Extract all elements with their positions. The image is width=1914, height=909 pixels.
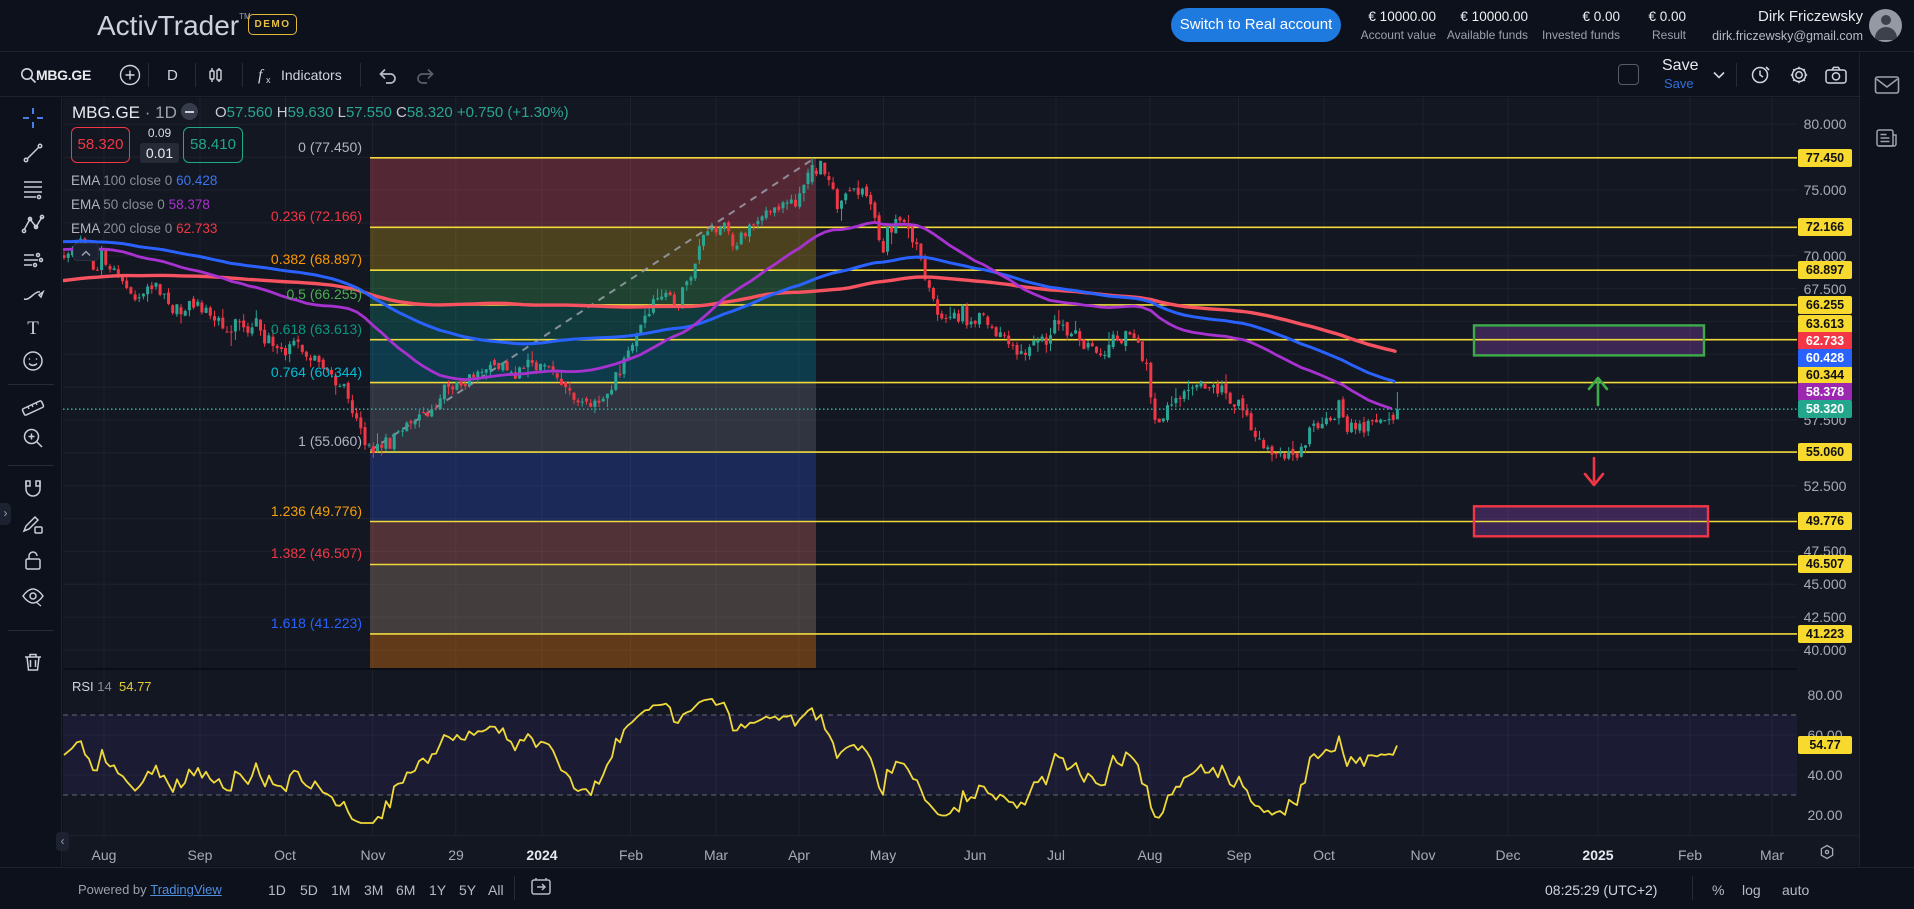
svg-text:f: f [258,67,265,84]
svg-text:T: T [27,318,39,339]
svg-text:x: x [266,75,271,85]
